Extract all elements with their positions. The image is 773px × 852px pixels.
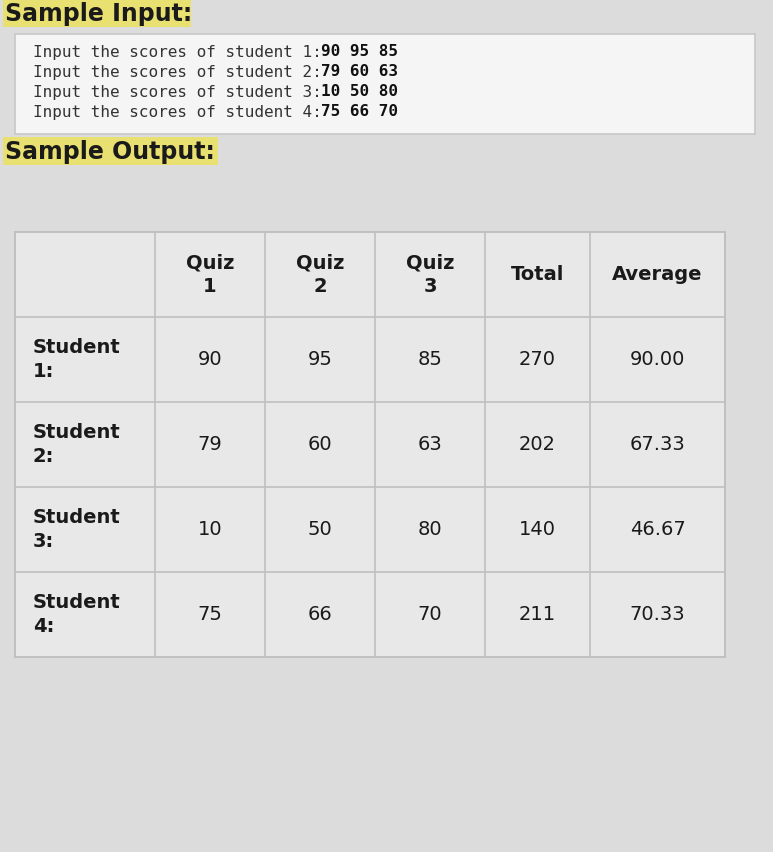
Text: Quiz
2: Quiz 2 <box>296 253 344 296</box>
Text: 211: 211 <box>519 605 556 624</box>
Text: 95: 95 <box>308 350 332 369</box>
Bar <box>3 0 191 27</box>
Text: Student
1:: Student 1: <box>33 338 121 381</box>
Text: 270: 270 <box>519 350 556 369</box>
Text: Student
2:: Student 2: <box>33 423 121 466</box>
Text: 79 60 63: 79 60 63 <box>322 65 398 79</box>
Text: 202: 202 <box>519 435 556 454</box>
Text: 10: 10 <box>198 520 223 539</box>
Text: 60: 60 <box>308 435 332 454</box>
Text: 90.00: 90.00 <box>630 350 685 369</box>
Text: Input the scores of student 2:: Input the scores of student 2: <box>33 65 332 79</box>
Text: 70.33: 70.33 <box>630 605 686 624</box>
Text: 67.33: 67.33 <box>630 435 686 454</box>
Text: 75 66 70: 75 66 70 <box>322 105 398 119</box>
Text: 80: 80 <box>417 520 442 539</box>
Text: 46.67: 46.67 <box>630 520 686 539</box>
Text: 10 50 80: 10 50 80 <box>322 84 398 100</box>
Text: 50: 50 <box>308 520 332 539</box>
Text: Quiz
3: Quiz 3 <box>406 253 455 296</box>
Text: Student
3:: Student 3: <box>33 509 121 550</box>
Text: Quiz
1: Quiz 1 <box>186 253 234 296</box>
Bar <box>3 137 218 165</box>
Text: Sample Output:: Sample Output: <box>5 140 215 164</box>
Bar <box>15 34 755 134</box>
Bar <box>15 232 725 657</box>
Text: 90: 90 <box>198 350 223 369</box>
Text: 66: 66 <box>308 605 332 624</box>
Text: 140: 140 <box>519 520 556 539</box>
Text: Total: Total <box>511 265 564 284</box>
Text: Average: Average <box>612 265 703 284</box>
Text: 85: 85 <box>417 350 442 369</box>
Text: 90 95 85: 90 95 85 <box>322 44 398 60</box>
Text: Input the scores of student 4:: Input the scores of student 4: <box>33 105 332 119</box>
Text: 75: 75 <box>198 605 223 624</box>
Text: 79: 79 <box>198 435 223 454</box>
Text: Sample Input:: Sample Input: <box>5 2 192 26</box>
Text: Input the scores of student 1:: Input the scores of student 1: <box>33 44 332 60</box>
Text: 63: 63 <box>417 435 442 454</box>
Text: Input the scores of student 3:: Input the scores of student 3: <box>33 84 332 100</box>
Text: Student
4:: Student 4: <box>33 593 121 636</box>
Text: 70: 70 <box>417 605 442 624</box>
